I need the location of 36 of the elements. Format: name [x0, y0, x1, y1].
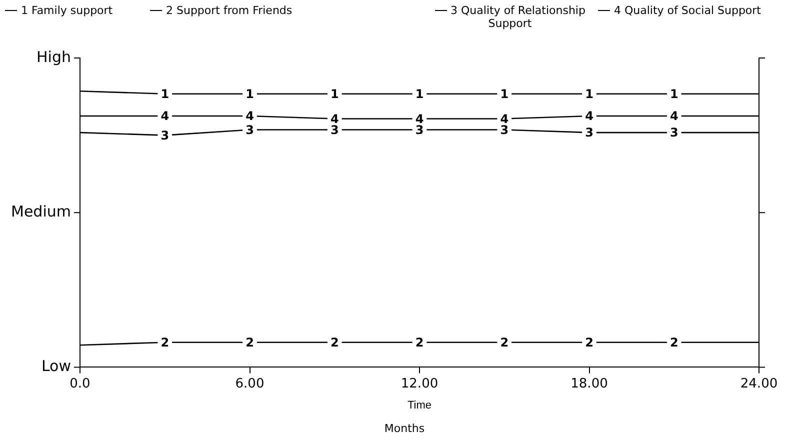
annotation: 3 — [160, 128, 170, 142]
annotation: 2 — [670, 335, 678, 350]
annotation: 4 — [160, 109, 170, 124]
annotation: 1 — [670, 87, 678, 102]
annotation: 2 — [500, 335, 509, 350]
annotation: 3 — [585, 126, 594, 140]
annotation: 1 — [415, 87, 424, 102]
annotation: 2 — [246, 335, 254, 350]
annotation: 3 — [670, 126, 678, 140]
x-axis-title: Time — [407, 399, 432, 412]
legend-label: 2 Support from Friends — [165, 4, 292, 17]
annotation: 2 — [330, 335, 339, 350]
annotation: 4 — [246, 109, 254, 124]
annotation: 4 — [670, 109, 678, 124]
legend-label: 4 Quality of Social Support — [613, 4, 761, 17]
annotation: 3 — [246, 122, 254, 137]
annotation: 1 — [330, 87, 339, 102]
annotation: 1 — [246, 87, 254, 102]
text: High — [36, 48, 71, 66]
annotation: 4 — [585, 109, 594, 124]
text: Medium — [11, 202, 71, 220]
annotation: 1 — [160, 87, 170, 102]
text: Low — [41, 357, 71, 376]
annotation: 1 — [585, 87, 594, 102]
legend-label: 1 Family support — [20, 4, 113, 17]
annotation: 2 — [585, 335, 594, 350]
x-tick-label: 0.0 — [70, 376, 90, 392]
x-tick-label: 12.00 — [400, 376, 438, 392]
legend-label: 3 Quality of Relationship Support — [450, 4, 586, 30]
text: Months — [383, 422, 426, 435]
annotation: 1 — [500, 87, 509, 102]
annotation: 2 — [160, 335, 170, 350]
x-tick-label: 24.00 — [740, 376, 778, 392]
x-tick-label: 6.00 — [235, 376, 264, 392]
annotation: 2 — [415, 335, 424, 350]
x-tick-label: 18.00 — [570, 376, 608, 392]
